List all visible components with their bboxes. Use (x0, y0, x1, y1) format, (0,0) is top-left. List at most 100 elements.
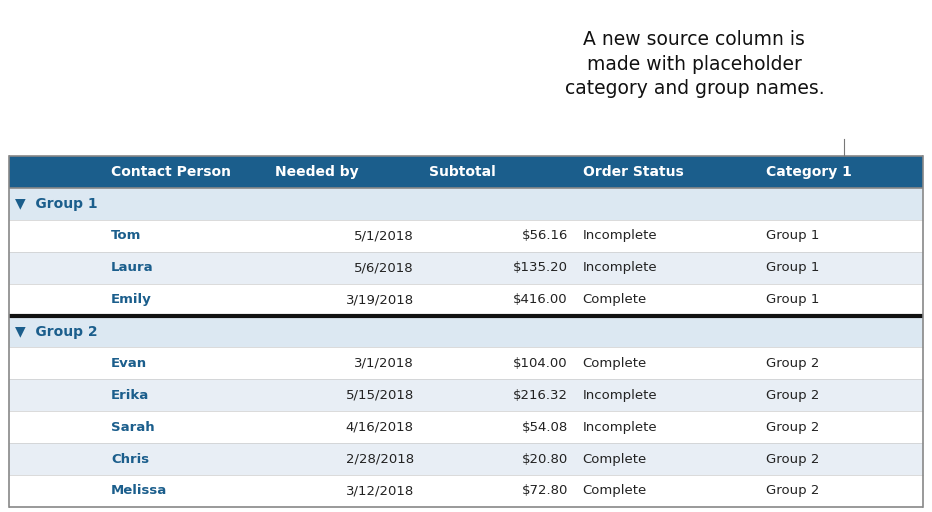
Text: Group 2: Group 2 (766, 453, 820, 465)
Bar (103, 379, 267, 411)
Bar (267, 379, 421, 411)
Bar (267, 475, 421, 507)
Bar (575, 315, 759, 348)
Bar (421, 443, 575, 475)
Bar (103, 348, 267, 379)
Text: Incomplete: Incomplete (582, 421, 657, 434)
Bar (421, 475, 575, 507)
Bar (421, 188, 575, 220)
Bar (267, 156, 421, 188)
Bar (759, 156, 923, 188)
Text: Group 2: Group 2 (766, 357, 820, 370)
Text: Complete: Complete (582, 357, 647, 370)
Text: $216.32: $216.32 (513, 389, 568, 402)
Text: 2/28/2018: 2/28/2018 (346, 453, 414, 465)
Text: $135.20: $135.20 (513, 261, 568, 274)
Bar (103, 252, 267, 284)
Bar (9, 284, 103, 315)
Bar (575, 156, 759, 188)
Bar (103, 443, 267, 475)
Text: Group 2: Group 2 (766, 421, 820, 434)
Bar (9, 475, 103, 507)
Bar (9, 411, 103, 443)
Text: Subtotal: Subtotal (429, 165, 496, 179)
Bar (575, 252, 759, 284)
Bar (103, 475, 267, 507)
Text: Contact Person: Contact Person (111, 165, 231, 179)
Text: $104.00: $104.00 (514, 357, 568, 370)
Bar (421, 315, 575, 348)
Bar (575, 379, 759, 411)
Text: Incomplete: Incomplete (582, 229, 657, 242)
Bar (9, 315, 103, 348)
Text: Evan: Evan (111, 357, 147, 370)
Bar (759, 475, 923, 507)
Text: Incomplete: Incomplete (582, 261, 657, 274)
Text: Order Status: Order Status (582, 165, 683, 179)
Text: Needed by: Needed by (275, 165, 359, 179)
Text: $20.80: $20.80 (522, 453, 568, 465)
Bar (575, 411, 759, 443)
Text: ▼  Group 2: ▼ Group 2 (15, 325, 98, 338)
Bar (9, 443, 103, 475)
Bar (575, 188, 759, 220)
Bar (267, 443, 421, 475)
Text: 4/16/2018: 4/16/2018 (346, 421, 414, 434)
Bar (267, 348, 421, 379)
Bar (9, 252, 103, 284)
Text: $56.16: $56.16 (521, 229, 568, 242)
Bar (421, 284, 575, 315)
Text: A new source column is
made with placeholder
category and group names.: A new source column is made with placeho… (565, 30, 824, 98)
Text: Category 1: Category 1 (766, 165, 852, 179)
Bar (103, 188, 267, 220)
Bar (575, 443, 759, 475)
Text: Group 2: Group 2 (766, 389, 820, 402)
Bar (267, 284, 421, 315)
Bar (267, 188, 421, 220)
Bar (421, 156, 575, 188)
Text: ▼  Group 1: ▼ Group 1 (15, 197, 98, 211)
Text: 3/12/2018: 3/12/2018 (346, 484, 414, 498)
Text: $54.08: $54.08 (522, 421, 568, 434)
Bar (759, 315, 923, 348)
Bar (575, 220, 759, 252)
Bar (267, 315, 421, 348)
Bar (421, 379, 575, 411)
Text: Laura: Laura (111, 261, 154, 274)
Bar (267, 411, 421, 443)
Bar (421, 220, 575, 252)
Bar (9, 188, 103, 220)
Bar (575, 475, 759, 507)
Text: Sarah: Sarah (111, 421, 155, 434)
Bar (103, 220, 267, 252)
Bar (267, 220, 421, 252)
Bar (103, 411, 267, 443)
Bar (421, 252, 575, 284)
Text: 5/6/2018: 5/6/2018 (354, 261, 414, 274)
Bar (421, 411, 575, 443)
Bar (759, 348, 923, 379)
Text: 5/15/2018: 5/15/2018 (346, 389, 414, 402)
Bar (421, 348, 575, 379)
Bar (9, 220, 103, 252)
Text: Erika: Erika (111, 389, 149, 402)
Bar (759, 188, 923, 220)
Text: Group 1: Group 1 (766, 293, 820, 306)
Text: $416.00: $416.00 (514, 293, 568, 306)
Bar (759, 284, 923, 315)
Bar (103, 315, 267, 348)
Text: Tom: Tom (111, 229, 142, 242)
Text: 5/1/2018: 5/1/2018 (354, 229, 414, 242)
Text: Group 2: Group 2 (766, 484, 820, 498)
Bar (9, 379, 103, 411)
Bar (103, 156, 267, 188)
Bar (759, 379, 923, 411)
Bar (759, 252, 923, 284)
Bar (759, 443, 923, 475)
Bar (575, 284, 759, 315)
Text: Group 1: Group 1 (766, 261, 820, 274)
Text: Chris: Chris (111, 453, 149, 465)
Bar (9, 156, 103, 188)
Text: Complete: Complete (582, 484, 647, 498)
Text: Melissa: Melissa (111, 484, 168, 498)
